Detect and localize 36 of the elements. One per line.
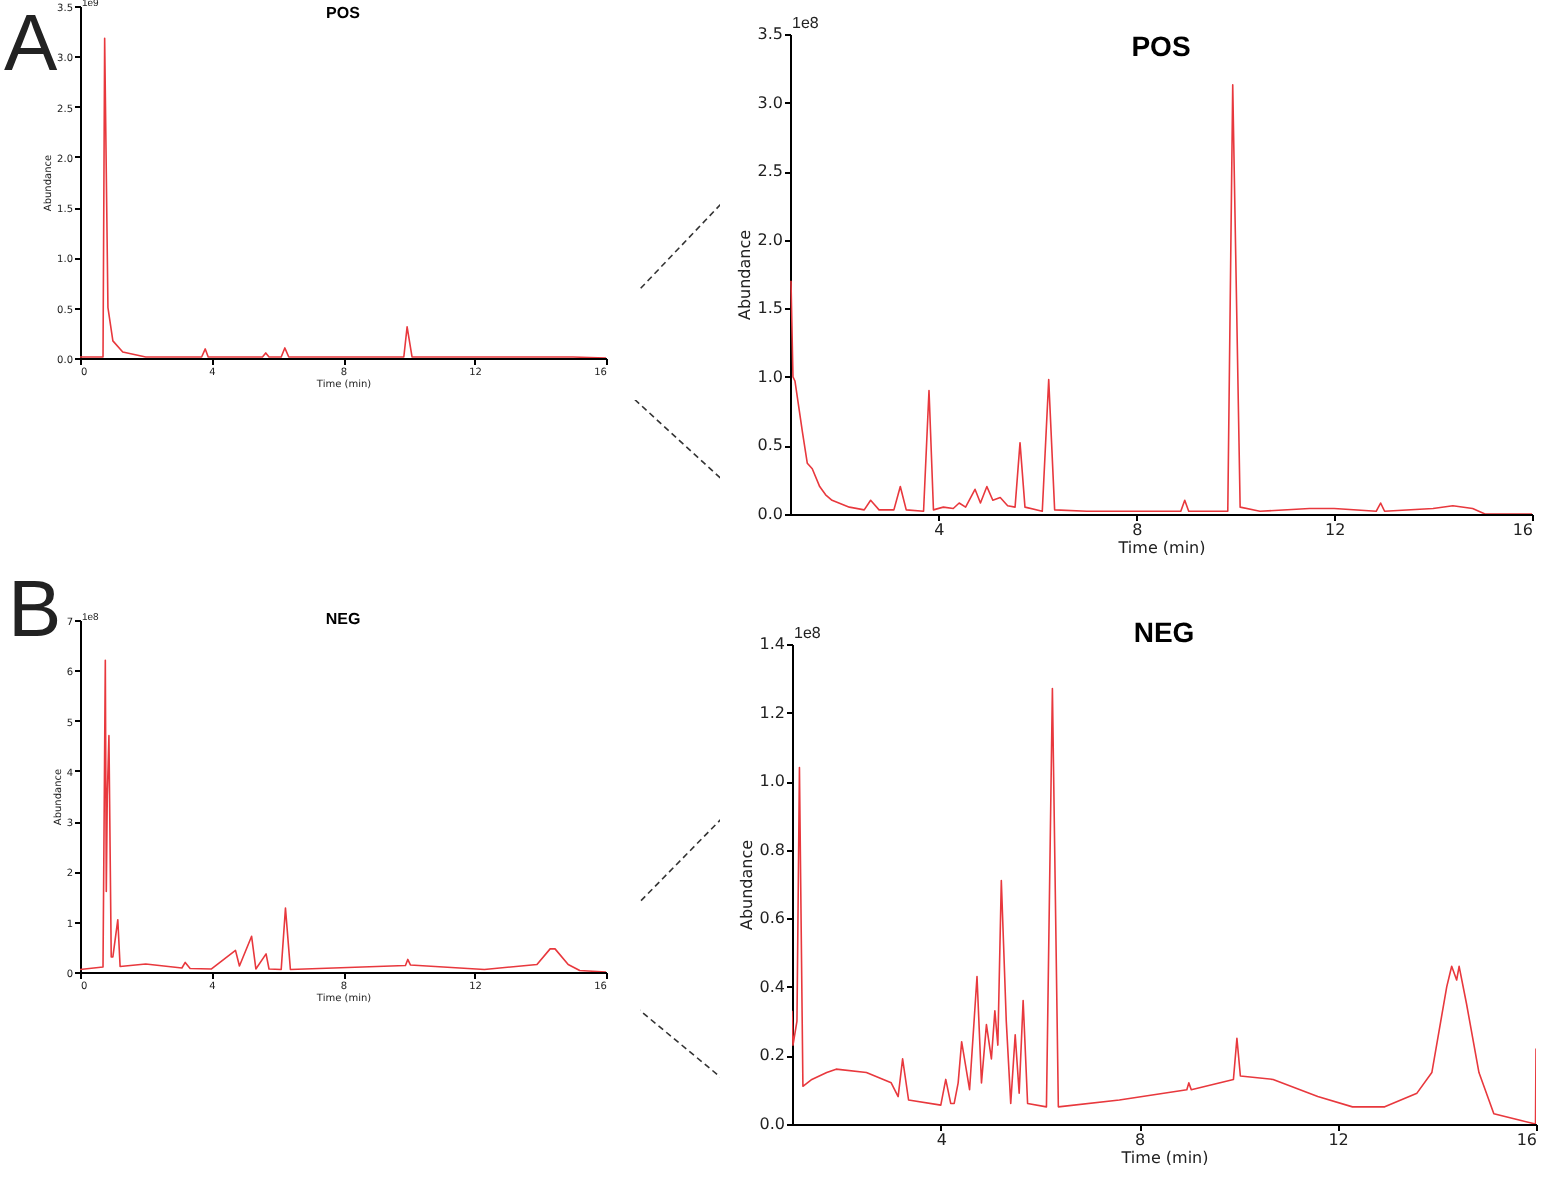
y-axis-title: Abundance [735,229,754,321]
chart-title: NEG [1133,616,1195,648]
y-tick-label: 0.8 [759,840,785,859]
text: B [8,566,62,654]
y-tick-label: 1.5 [757,299,783,318]
x-axis-title: Time (min) [1116,539,1206,557]
chart-title: NEG [325,610,361,628]
x-tick-label: 4 [936,1131,947,1149]
y-tick-label: 1.0 [759,772,785,791]
x-tick-label: 12 [1324,521,1346,539]
y-tick-label: 2.5 [757,162,783,181]
y-tick-label: 0.6 [759,909,785,928]
chart-title: POS [1131,30,1191,62]
y-tick-label: 0.0 [757,505,783,523]
x-axis-title: Time (min) [1119,1149,1209,1167]
x-tick-label: 16 [1512,521,1533,539]
y-tick-label: 3.5 [757,25,783,43]
y-tick-label: 1.2 [759,703,785,722]
x-tick-label: 4 [934,521,945,539]
y-tick-label: 0.2 [759,1046,785,1065]
y-tick-label: 3.0 [757,93,783,112]
y-tick-label: 0.0 [759,1115,785,1133]
y-tick-label: 1.4 [759,635,785,653]
chart-title: POS [326,4,362,22]
x-tick-label: 8 [1135,1131,1146,1149]
text: 1e8 [792,14,819,32]
x-tick-label: 8 [1132,521,1143,539]
y-tick-label: 0.4 [759,977,785,996]
text: A [4,0,58,88]
y-tick-label: 0.5 [757,436,783,455]
y-tick-label: 2.0 [757,230,783,249]
x-tick-label: 16 [1516,1131,1537,1149]
text: 1e8 [794,624,821,642]
y-tick-label: 1.0 [757,367,783,386]
y-axis-title: Abundance [737,839,756,931]
x-tick-label: 12 [1328,1131,1349,1149]
